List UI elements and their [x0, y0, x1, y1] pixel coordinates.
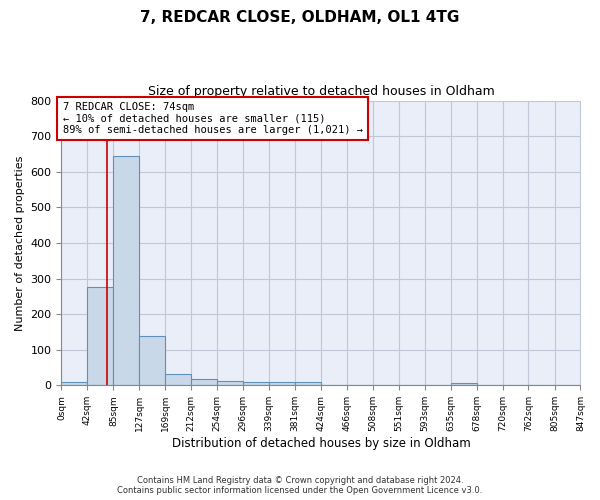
Bar	[217, 381, 243, 386]
Bar	[113, 156, 139, 386]
Bar	[451, 383, 477, 386]
Bar	[139, 336, 165, 386]
Title: Size of property relative to detached houses in Oldham: Size of property relative to detached ho…	[148, 85, 494, 98]
Bar	[191, 379, 217, 386]
Bar	[165, 374, 191, 386]
Y-axis label: Number of detached properties: Number of detached properties	[15, 156, 25, 330]
Text: 7 REDCAR CLOSE: 74sqm
← 10% of detached houses are smaller (115)
89% of semi-det: 7 REDCAR CLOSE: 74sqm ← 10% of detached …	[62, 102, 362, 135]
Text: 7, REDCAR CLOSE, OLDHAM, OL1 4TG: 7, REDCAR CLOSE, OLDHAM, OL1 4TG	[140, 10, 460, 25]
Bar	[243, 382, 269, 386]
Bar	[295, 382, 321, 386]
Bar	[61, 382, 87, 386]
Text: Contains HM Land Registry data © Crown copyright and database right 2024.
Contai: Contains HM Land Registry data © Crown c…	[118, 476, 482, 495]
Bar	[87, 288, 113, 386]
Bar	[269, 382, 295, 386]
X-axis label: Distribution of detached houses by size in Oldham: Distribution of detached houses by size …	[172, 437, 470, 450]
